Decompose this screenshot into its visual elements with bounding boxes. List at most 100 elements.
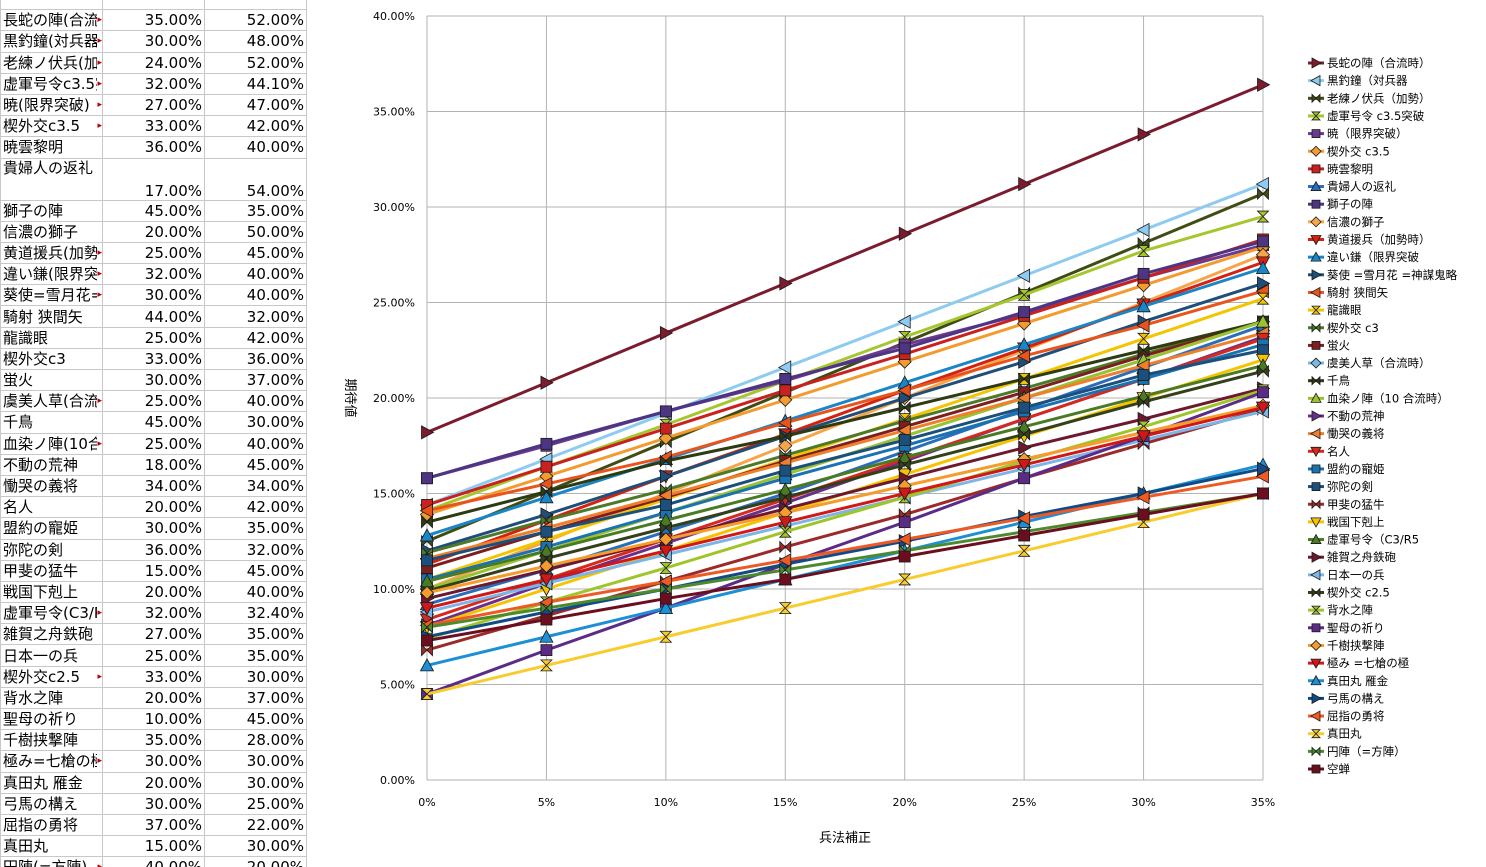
- cell-name[interactable]: 虞美人草(合流時): [0, 390, 103, 413]
- cell-value-a[interactable]: 36.00%: [102, 136, 205, 159]
- cell-value-b[interactable]: 20.00%: [204, 856, 307, 867]
- cell-value-a[interactable]: 30.00%: [102, 517, 205, 540]
- header-cell[interactable]: [0, 0, 103, 11]
- cell-value-a[interactable]: 32.00%: [102, 263, 205, 286]
- cell-value-b[interactable]: 45.00%: [204, 453, 307, 476]
- cell-value-b[interactable]: 44.10%: [204, 72, 307, 95]
- cell-name[interactable]: 弥陀の剣: [0, 538, 103, 561]
- cell-name[interactable]: 龍識眼: [0, 326, 103, 349]
- cell-name[interactable]: 暁雲黎明: [0, 136, 103, 159]
- cell-name[interactable]: 真田丸: [0, 835, 103, 858]
- cell-value-b[interactable]: 37.00%: [204, 368, 307, 392]
- cell-value-a[interactable]: 20.00%: [102, 686, 205, 710]
- cell-value-b[interactable]: 35.00%: [204, 644, 307, 667]
- cell-value-a[interactable]: 32.00%: [102, 72, 205, 95]
- cell-value-a[interactable]: 30.00%: [102, 368, 205, 392]
- cell-name[interactable]: 暁(限界突破): [0, 93, 103, 117]
- cell-value-a[interactable]: 20.00%: [102, 771, 205, 794]
- cell-name[interactable]: 楔外交c3: [0, 347, 103, 371]
- cell-value-b[interactable]: 45.00%: [204, 559, 307, 582]
- header-cell[interactable]: [102, 0, 205, 11]
- cell-value-b[interactable]: 36.00%: [204, 347, 307, 371]
- cell-value-a[interactable]: 27.00%: [102, 623, 205, 646]
- cell-name[interactable]: 虚軍号令c3.5突破: [0, 72, 103, 95]
- cell-name[interactable]: 葵使=雪月花=神謀鬼略: [0, 284, 103, 307]
- cell-value-b[interactable]: 48.00%: [204, 30, 307, 53]
- cell-value-b[interactable]: 47.00%: [204, 93, 307, 117]
- cell-name[interactable]: 甲斐の猛牛: [0, 559, 103, 582]
- cell-name[interactable]: 貴婦人の返礼: [0, 157, 103, 201]
- cell-value-a[interactable]: 33.00%: [102, 347, 205, 371]
- cell-value-b[interactable]: 50.00%: [204, 220, 307, 243]
- cell-value-a[interactable]: 36.00%: [102, 538, 205, 561]
- cell-value-b[interactable]: 30.00%: [204, 750, 307, 773]
- cell-value-b[interactable]: 42.00%: [204, 496, 307, 519]
- cell-value-b[interactable]: 30.00%: [204, 835, 307, 858]
- cell-value-b[interactable]: 42.00%: [204, 115, 307, 138]
- cell-name[interactable]: 信濃の獅子: [0, 220, 103, 243]
- cell-name[interactable]: 獅子の陣: [0, 199, 103, 222]
- cell-value-a[interactable]: 32.00%: [102, 602, 205, 625]
- cell-value-a[interactable]: 30.00%: [102, 750, 205, 773]
- cell-name[interactable]: 違い鎌(限界突破): [0, 263, 103, 286]
- cell-value-a[interactable]: 34.00%: [102, 474, 205, 498]
- cell-value-a[interactable]: 25.00%: [102, 390, 205, 413]
- cell-value-b[interactable]: 52.00%: [204, 9, 307, 32]
- cell-name[interactable]: 長蛇の陣(合流時): [0, 9, 103, 32]
- cell-value-b[interactable]: 35.00%: [204, 199, 307, 222]
- cell-value-a[interactable]: 30.00%: [102, 792, 205, 815]
- cell-value-b[interactable]: 40.00%: [204, 136, 307, 159]
- cell-value-a[interactable]: 20.00%: [102, 220, 205, 243]
- cell-value-b[interactable]: 30.00%: [204, 771, 307, 794]
- cell-name[interactable]: 真田丸 雁金: [0, 771, 103, 794]
- cell-value-a[interactable]: 20.00%: [102, 496, 205, 519]
- cell-name[interactable]: 千鳥: [0, 411, 103, 434]
- cell-value-b[interactable]: 37.00%: [204, 686, 307, 710]
- cell-value-b[interactable]: 40.00%: [204, 432, 307, 455]
- cell-value-a[interactable]: 44.00%: [102, 305, 205, 328]
- cell-name[interactable]: 千樹挟撃陣: [0, 729, 103, 752]
- cell-value-b[interactable]: 35.00%: [204, 517, 307, 540]
- cell-value-b[interactable]: 32.00%: [204, 538, 307, 561]
- cell-value-b[interactable]: 42.00%: [204, 326, 307, 349]
- cell-value-b[interactable]: 25.00%: [204, 792, 307, 815]
- cell-value-a[interactable]: 40.00%: [102, 856, 205, 867]
- cell-name[interactable]: 極み=七槍の極: [0, 750, 103, 773]
- cell-value-b[interactable]: 22.00%: [204, 813, 307, 837]
- cell-name[interactable]: 弓馬の構え: [0, 792, 103, 815]
- cell-value-a[interactable]: 25.00%: [102, 241, 205, 265]
- cell-name[interactable]: 聖母の祈り: [0, 707, 103, 731]
- cell-value-a[interactable]: 45.00%: [102, 199, 205, 222]
- cell-value-a[interactable]: 35.00%: [102, 729, 205, 752]
- cell-name[interactable]: 日本一の兵: [0, 644, 103, 667]
- cell-name[interactable]: 慟哭の義将: [0, 474, 103, 498]
- cell-name[interactable]: 名人: [0, 496, 103, 519]
- cell-value-a[interactable]: 25.00%: [102, 432, 205, 455]
- cell-name[interactable]: 戦国下剋上: [0, 580, 103, 604]
- cell-value-a[interactable]: 45.00%: [102, 411, 205, 434]
- cell-value-b[interactable]: 54.00%: [204, 157, 307, 201]
- cell-name[interactable]: 屈指の勇将: [0, 813, 103, 837]
- cell-name[interactable]: 楔外交c3.5: [0, 115, 103, 138]
- cell-name[interactable]: 蛍火: [0, 368, 103, 392]
- cell-value-a[interactable]: 30.00%: [102, 30, 205, 53]
- cell-value-b[interactable]: 40.00%: [204, 284, 307, 307]
- cell-value-b[interactable]: 52.00%: [204, 51, 307, 74]
- cell-value-a[interactable]: 18.00%: [102, 453, 205, 476]
- cell-value-b[interactable]: 35.00%: [204, 623, 307, 646]
- cell-value-b[interactable]: 45.00%: [204, 241, 307, 265]
- cell-name[interactable]: 雑賀之舟鉄砲: [0, 623, 103, 646]
- cell-name[interactable]: 楔外交c2.5: [0, 665, 103, 688]
- cell-value-b[interactable]: 45.00%: [204, 707, 307, 731]
- cell-value-a[interactable]: 37.00%: [102, 813, 205, 837]
- cell-value-a[interactable]: 15.00%: [102, 835, 205, 858]
- cell-name[interactable]: 虚軍号令(C3/R5): [0, 602, 103, 625]
- cell-value-b[interactable]: 32.00%: [204, 305, 307, 328]
- cell-value-a[interactable]: 25.00%: [102, 326, 205, 349]
- cell-value-b[interactable]: 32.40%: [204, 602, 307, 625]
- cell-name[interactable]: 盟約の寵姫: [0, 517, 103, 540]
- cell-value-b[interactable]: 30.00%: [204, 665, 307, 688]
- cell-name[interactable]: 黒釣鐘(対兵器): [0, 30, 103, 53]
- cell-value-a[interactable]: 17.00%: [102, 157, 205, 201]
- cell-value-a[interactable]: 10.00%: [102, 707, 205, 731]
